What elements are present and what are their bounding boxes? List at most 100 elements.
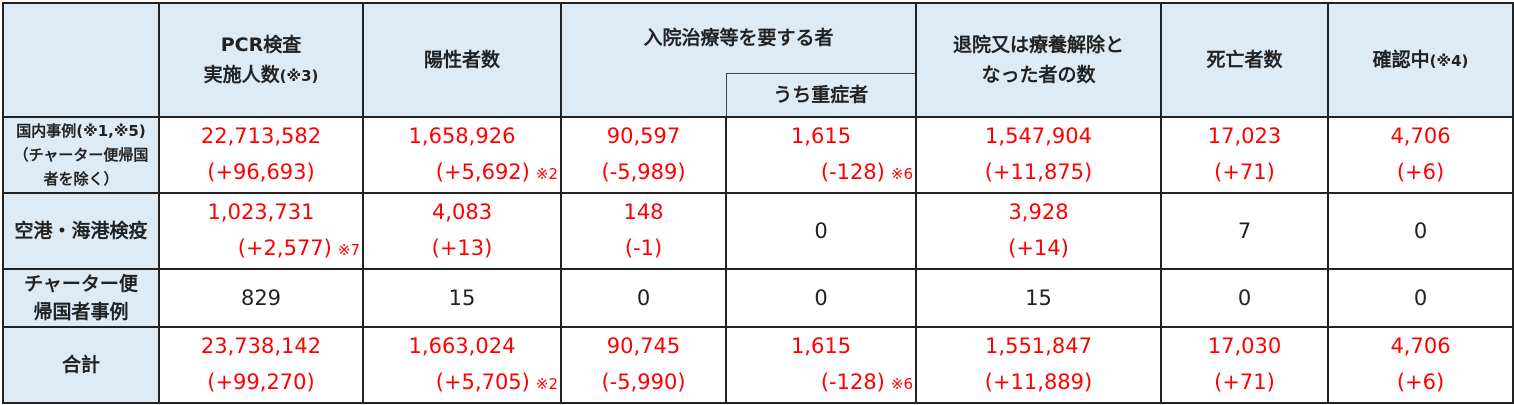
cell-delta: (-1) — [624, 236, 663, 260]
cell-delta: (+13) — [431, 236, 493, 260]
data-cell: 17,030 (+71) — [1160, 326, 1329, 404]
data-cell: 0 — [1327, 192, 1514, 270]
data-cell: 0 — [560, 268, 727, 328]
cell-value: 23,738,142 — [200, 334, 322, 358]
row-label-line: チャーター便 — [24, 273, 138, 295]
row-label-line: 合計 — [61, 354, 100, 376]
table-row: 合計 23,738,142 (+99,270) 1,663,024 (+5,705) ※2… — [2, 326, 1514, 404]
cell-delta: (-5,989) — [601, 160, 686, 184]
corner-cell — [2, 2, 160, 118]
data-cell: 22,713,582 (+96,693) — [158, 116, 364, 194]
data-cell: 7 — [1160, 192, 1329, 270]
cell-delta: (+2,577) — [237, 236, 332, 260]
data-cell: 1,551,847 (+11,889) — [915, 326, 1162, 404]
cell-value: 4,706 — [1390, 334, 1451, 358]
row-label-line: 帰国者事例 — [33, 301, 129, 323]
cell-delta: (+96,693) — [207, 160, 315, 184]
cell-value: 4,706 — [1390, 124, 1451, 148]
cell-delta: (+6) — [1396, 160, 1445, 184]
table-row: 国内事例(※1,※5) （チャーター便帰国 者を除く） 22,713,582 (+96,… — [2, 116, 1514, 194]
cell-delta: (+71) — [1214, 160, 1275, 184]
cell-note: ※6 — [890, 375, 913, 393]
cell-value: 3,928 — [1008, 200, 1069, 224]
data-cell: 1,023,731 (+2,577) ※7 — [158, 192, 364, 270]
data-cell: 1,547,904 (+11,875) — [915, 116, 1162, 194]
cell-value: 17,030 — [1207, 334, 1282, 358]
cell-value: 1,547,904 — [985, 124, 1092, 148]
cell-value: 148 — [623, 200, 664, 224]
cell-value: 0 — [1237, 286, 1252, 310]
data-cell: 15 — [362, 268, 562, 328]
cell-delta: (-128) — [820, 370, 885, 394]
cell-value: 22,713,582 — [200, 124, 322, 148]
row-label-line: 者を除く） — [43, 170, 119, 188]
cell-note: ※2 — [535, 375, 558, 393]
cell-value: 15 — [1025, 286, 1052, 310]
cell-value: 1,023,731 — [207, 200, 315, 224]
data-cell: 3,928 (+14) — [915, 192, 1162, 270]
cell-value: 1,615 — [790, 124, 852, 148]
cell-value: 0 — [814, 219, 828, 243]
cell-delta: (+71) — [1214, 370, 1275, 394]
header-pcr: PCR検査 実施人数(※3) — [158, 2, 364, 118]
data-cell: 0 — [1160, 268, 1329, 328]
cell-value: 90,597 — [606, 124, 681, 148]
table-row: チャーター便 帰国者事例 829 15 0 0 15 0 0 — [2, 268, 1514, 328]
header-deaths: 死亡者数 — [1160, 2, 1329, 118]
cell-value: 90,745 — [606, 334, 681, 358]
data-cell: 0 — [725, 192, 917, 270]
row-label-line: （チャーター便帰国 — [13, 146, 149, 164]
header-positive: 陽性者数 — [362, 2, 562, 118]
data-cell: 1,615 (-128) ※6 — [725, 326, 917, 404]
row-header: 国内事例(※1,※5) （チャーター便帰国 者を除く） — [2, 116, 160, 194]
cell-delta: (-128) — [820, 160, 885, 184]
row-header: チャーター便 帰国者事例 — [2, 268, 160, 328]
row-header: 空港・海港検疫 — [2, 192, 160, 270]
data-cell: 4,706 (+6) — [1327, 326, 1514, 404]
row-header: 合計 — [2, 326, 160, 404]
cell-delta: (+14) — [1008, 236, 1069, 260]
cell-delta: (-5,990) — [601, 370, 686, 394]
cell-value: 1,615 — [790, 334, 852, 358]
data-cell: 23,738,142 (+99,270) — [158, 326, 364, 404]
cell-delta: (+99,270) — [207, 370, 315, 394]
cell-value: 17,023 — [1207, 124, 1282, 148]
cell-note: ※6 — [890, 165, 913, 183]
cell-delta: (+5,705) — [435, 370, 530, 394]
cell-delta: (+11,875) — [984, 160, 1093, 184]
data-cell: 90,745 (-5,990) — [560, 326, 727, 404]
row-label-line: 国内事例(※1,※5) — [16, 122, 146, 140]
data-cell: 4,706 (+6) — [1327, 116, 1514, 194]
header-hospital: 入院治療等を要する者 — [560, 2, 917, 73]
cell-value: 1,551,847 — [985, 334, 1092, 358]
data-cell: 1,615 (-128) ※6 — [725, 116, 917, 194]
data-cell: 0 — [1327, 268, 1514, 328]
header-hospital-spacer — [561, 73, 726, 118]
cell-delta: (+11,889) — [984, 370, 1093, 394]
cell-value: 1,663,024 — [408, 334, 516, 358]
cell-value: 0 — [1413, 219, 1428, 243]
data-cell: 1,663,024 (+5,705) ※2 — [362, 326, 562, 404]
cell-delta: (+6) — [1396, 370, 1445, 394]
data-cell: 17,023 (+71) — [1160, 116, 1329, 194]
cell-delta: (+5,692) — [435, 160, 530, 184]
data-cell: 15 — [915, 268, 1162, 328]
header-confirming: 確認中(※4) — [1327, 2, 1514, 118]
data-cell: 0 — [725, 268, 917, 328]
cell-value: 4,083 — [431, 200, 493, 224]
cell-value: 7 — [1237, 219, 1252, 243]
cell-note: ※7 — [337, 241, 360, 259]
data-cell: 4,083 (+13) — [362, 192, 562, 270]
header-discharged: 退院又は療養解除と なった者の数 — [915, 2, 1162, 118]
cell-value: 0 — [636, 286, 651, 310]
header-severe: うち重症者 — [725, 72, 917, 118]
data-cell: 90,597 (-5,989) — [560, 116, 727, 194]
cell-value: 0 — [1413, 286, 1428, 310]
data-cell: 829 — [158, 268, 364, 328]
cell-value: 1,658,926 — [408, 124, 516, 148]
cell-value: 0 — [814, 286, 828, 310]
data-cell: 148 (-1) — [560, 192, 727, 270]
cell-value: 829 — [240, 286, 282, 310]
data-cell: 1,658,926 (+5,692) ※2 — [362, 116, 562, 194]
cell-value: 15 — [448, 286, 476, 310]
